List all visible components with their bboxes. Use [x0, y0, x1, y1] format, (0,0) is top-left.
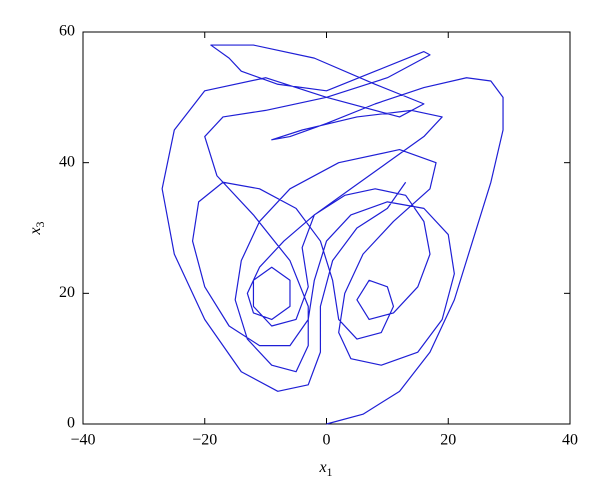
x-tick-label: −20 — [192, 432, 217, 449]
x-label-base: x — [318, 459, 326, 476]
x-tick-label: −40 — [70, 432, 95, 449]
y-label-base: x — [27, 227, 44, 235]
y-tick-label: 20 — [59, 284, 75, 301]
y-axis-label: x3 — [27, 221, 47, 235]
y-tick-label: 60 — [59, 23, 75, 40]
trajectory-line — [161, 44, 504, 425]
y-tick-label: 40 — [59, 153, 75, 170]
y-tick-label: 0 — [67, 415, 75, 432]
x-axis-label: x1 — [318, 459, 332, 479]
x-tick-label: 20 — [440, 432, 456, 449]
x-tick-label: 40 — [562, 432, 578, 449]
x-label-subscript: 1 — [327, 465, 333, 479]
x-tick-label: 0 — [323, 432, 331, 449]
y-label-subscript: 3 — [33, 221, 47, 227]
